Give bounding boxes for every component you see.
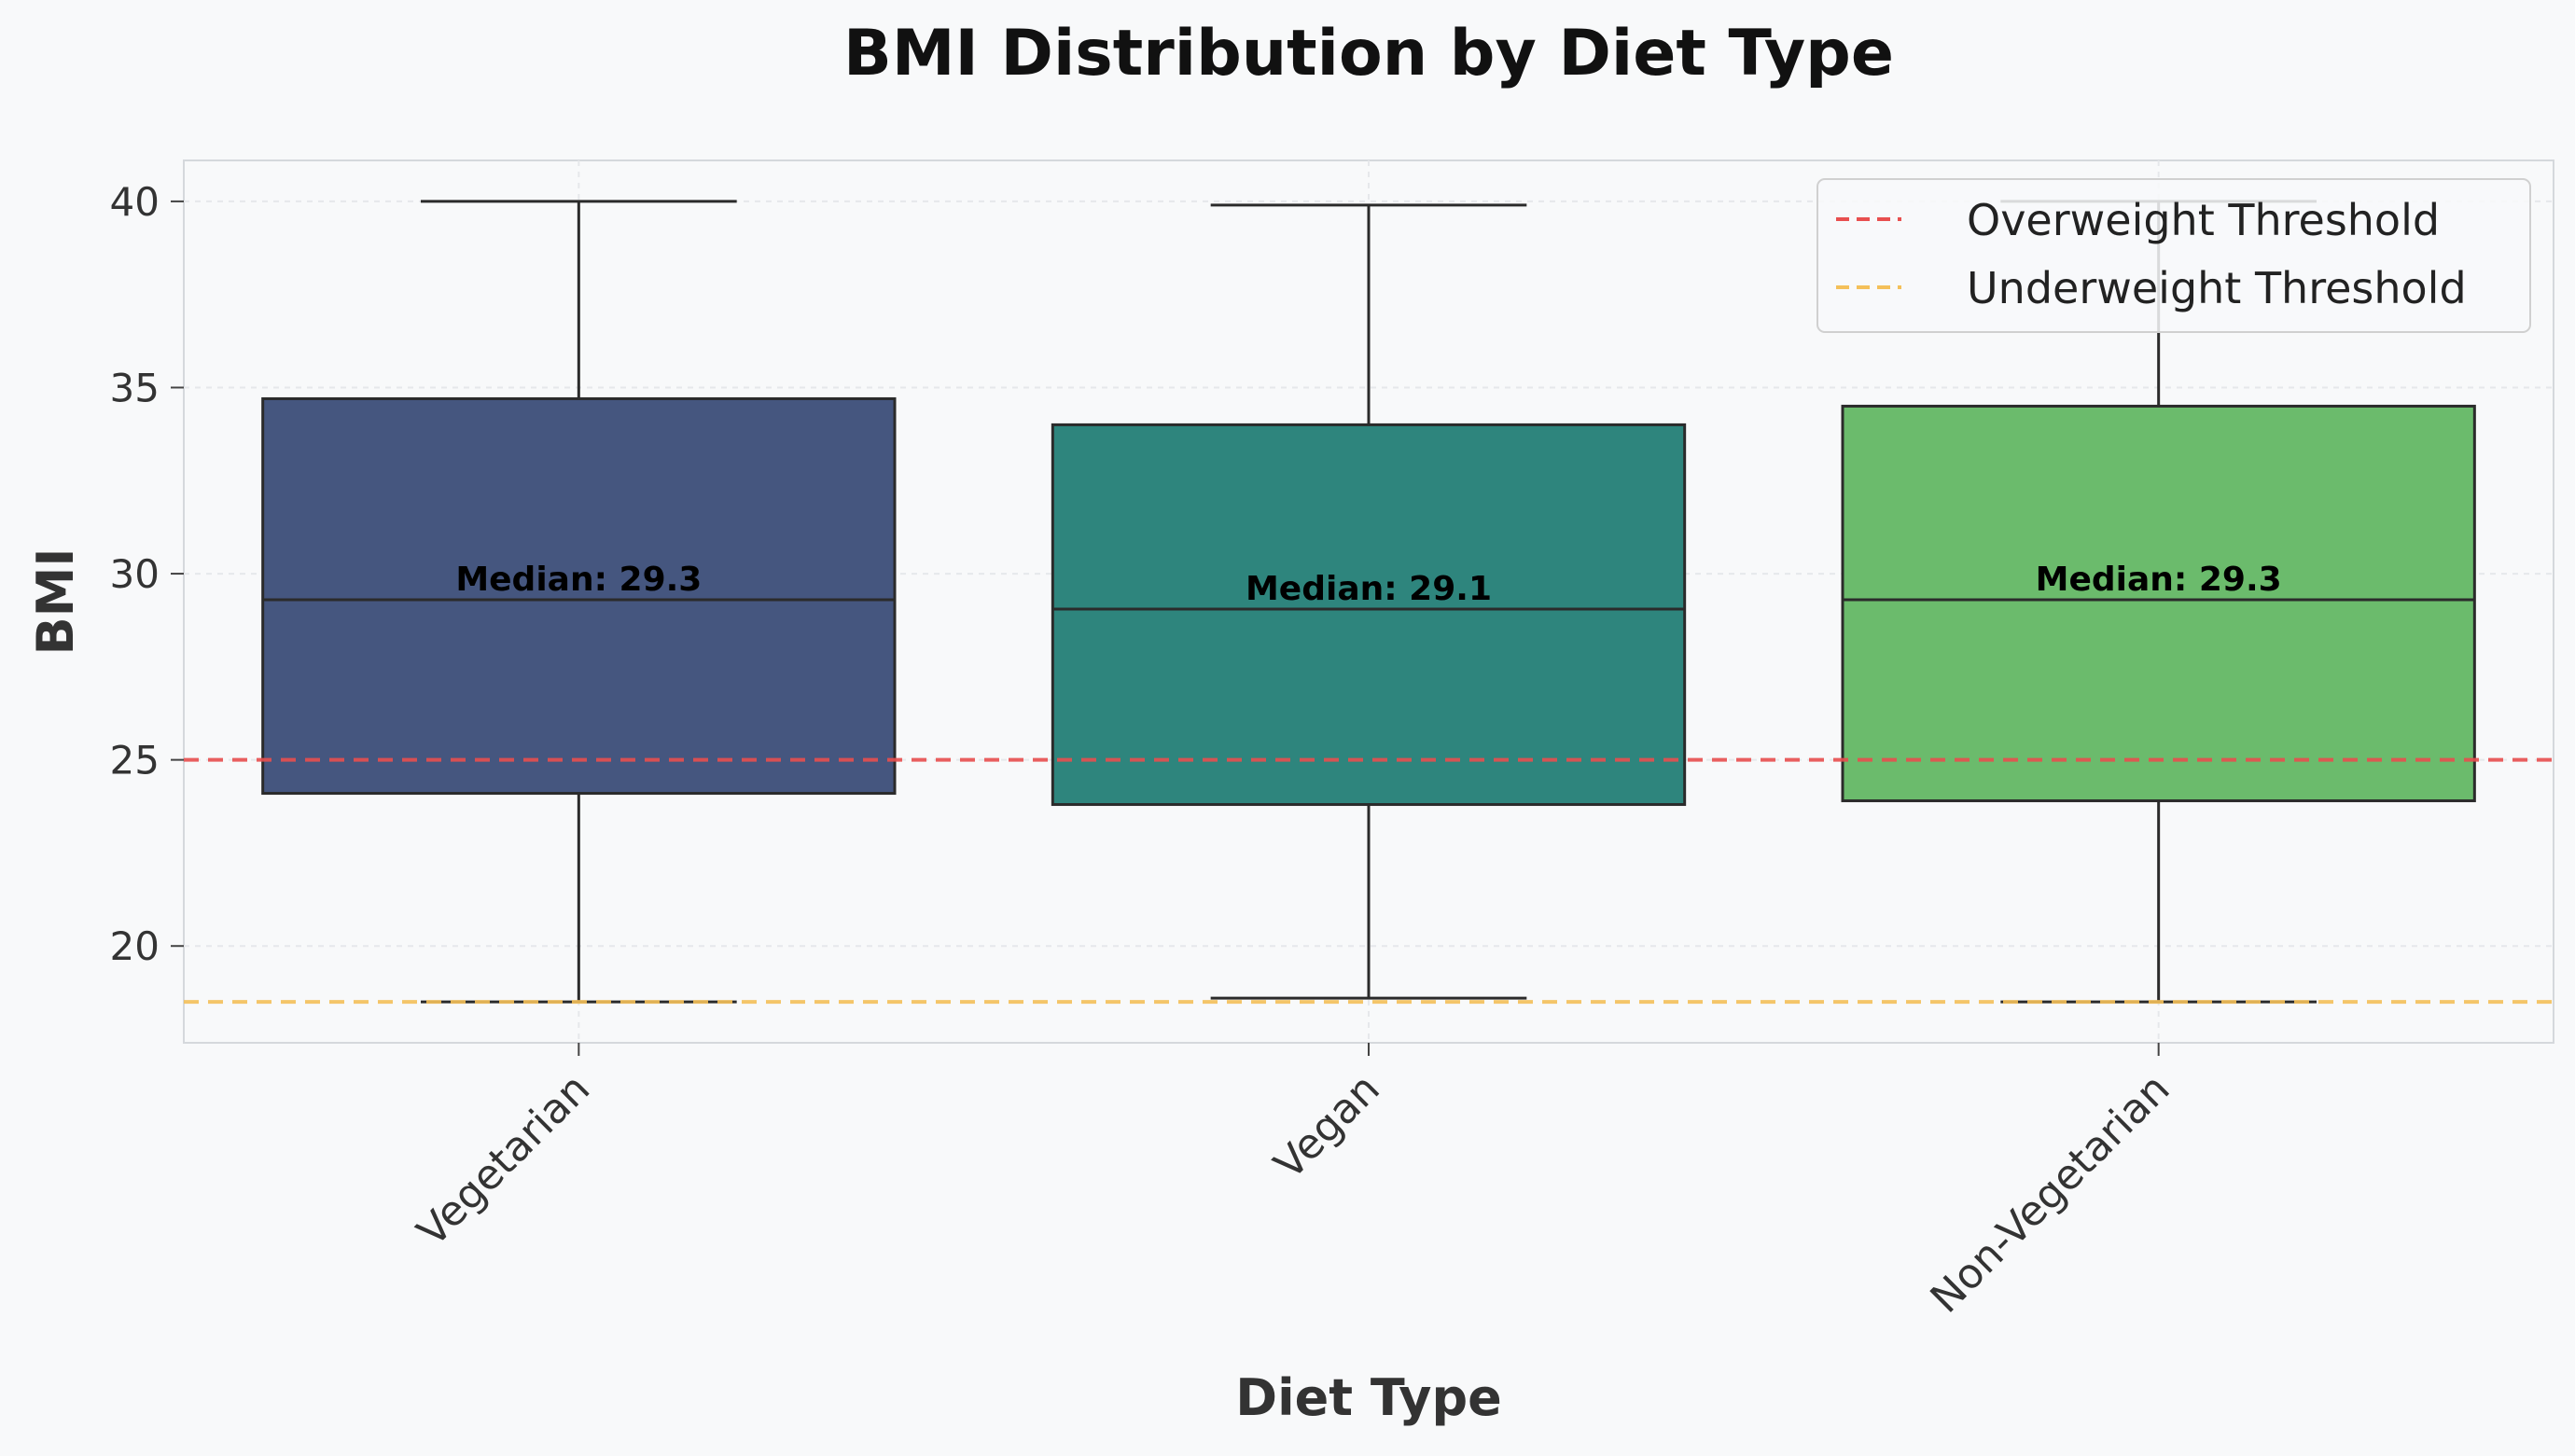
box-vegetarian <box>261 200 897 1004</box>
iqr-box <box>1841 404 2476 803</box>
y-axis-ticks: 20 25 30 35 40 <box>110 179 184 969</box>
median-labels: Median: 29.3 Median: 29.1 Median: 29.3 <box>455 561 2281 608</box>
chart-title: BMI Distribution by Diet Type <box>843 17 1894 90</box>
median-label: Median: 29.3 <box>455 561 702 599</box>
x-axis-label: Diet Type <box>1235 1368 1501 1427</box>
iqr-box <box>1051 423 1687 807</box>
y-tick-label: 40 <box>110 179 160 225</box>
boxes <box>261 200 2476 1004</box>
iqr-box <box>261 396 897 796</box>
y-axis-label: BMI <box>26 548 85 656</box>
median-label: Median: 29.3 <box>2036 561 2282 599</box>
reference-lines <box>184 757 2554 1005</box>
y-tick-label: 30 <box>110 551 160 597</box>
median-label: Median: 29.1 <box>1246 570 1492 608</box>
y-tick-label: 25 <box>110 738 160 783</box>
legend-label-overweight: Overweight Threshold <box>1967 195 2440 245</box>
box-vegan <box>1051 203 1687 1000</box>
legend-label-underweight: Underweight Threshold <box>1967 263 2467 313</box>
y-tick-label: 20 <box>110 923 160 969</box>
legend-frame <box>1816 178 2531 333</box>
legend: Overweight Threshold Underweight Thresho… <box>1816 178 2531 333</box>
y-tick-label: 35 <box>110 365 160 410</box>
box-non-vegetarian <box>1841 200 2476 1004</box>
